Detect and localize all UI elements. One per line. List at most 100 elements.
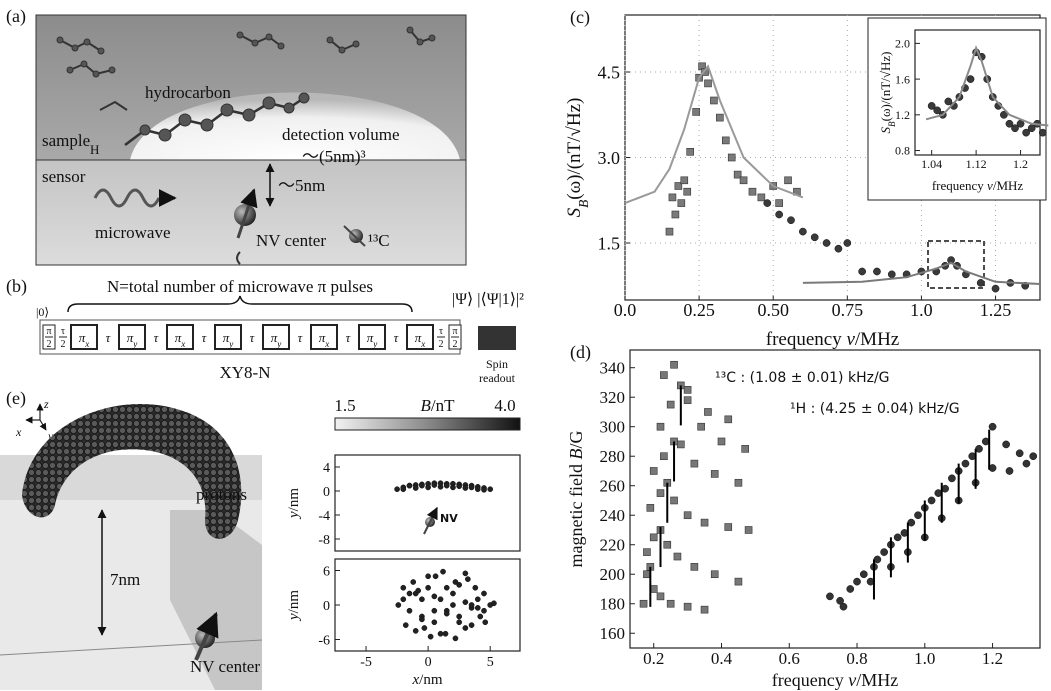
label-part: τ bbox=[394, 330, 400, 345]
pillar bbox=[170, 510, 262, 690]
pulse-label: τ bbox=[346, 330, 352, 345]
label-part: B bbox=[566, 449, 586, 460]
label-part: ν bbox=[846, 329, 855, 350]
data-point bbox=[716, 113, 724, 122]
pulse-label: πx bbox=[175, 330, 186, 349]
data-point bbox=[456, 483, 463, 490]
data-point bbox=[643, 548, 651, 556]
data-point bbox=[639, 599, 648, 608]
data-point bbox=[400, 584, 407, 591]
data-point bbox=[665, 227, 674, 236]
brace-text: N=total number of microwave π pulses bbox=[107, 277, 373, 296]
label-part: S bbox=[564, 207, 585, 217]
detection-dome bbox=[130, 92, 460, 160]
data-point bbox=[666, 400, 675, 409]
data-point bbox=[400, 596, 407, 603]
data-point bbox=[670, 496, 678, 505]
data-point bbox=[452, 579, 459, 585]
x-tick-label: 0.4 bbox=[711, 649, 733, 668]
data-point bbox=[880, 548, 888, 556]
readout-block bbox=[478, 326, 516, 350]
data-point bbox=[440, 568, 446, 575]
x-tick-label: 0.75 bbox=[832, 300, 864, 320]
label-part: /MHz bbox=[855, 329, 899, 350]
x-axis-label: x/nm bbox=[411, 672, 442, 688]
label-part: /MHz bbox=[993, 178, 1024, 193]
chart: 1.04 1.12 1.2 0.8 1.2 1.6 2.0 frequency ν/MHz SB… bbox=[867, 17, 1049, 201]
brace bbox=[67, 295, 413, 313]
pulse-num: π bbox=[46, 326, 51, 337]
y-tick-label: 340 bbox=[600, 359, 626, 378]
text: detection volume bbox=[282, 125, 400, 144]
data-point bbox=[452, 635, 459, 642]
data-point bbox=[425, 573, 431, 580]
text: H bbox=[90, 142, 99, 157]
annotation: NV bbox=[440, 512, 458, 525]
text: protons bbox=[196, 485, 247, 504]
data-point bbox=[482, 619, 489, 626]
data-point bbox=[784, 176, 792, 185]
panel-e: (e) z x y protons 7nm NV center bbox=[0, 388, 263, 690]
y-tick-label: 0 bbox=[323, 599, 330, 614]
pulse-den: 2 bbox=[439, 339, 444, 350]
y-tick-label: 300 bbox=[600, 418, 626, 437]
highlight-box bbox=[927, 240, 985, 289]
data-point bbox=[893, 533, 902, 542]
colorbar-label: B/nT bbox=[421, 396, 456, 415]
pulse bbox=[118, 324, 146, 350]
data-point bbox=[834, 244, 843, 253]
label-part: x bbox=[180, 339, 185, 349]
annotation: ¹H : (4.25 ± 0.04) kHz/G bbox=[790, 401, 960, 417]
data-point bbox=[933, 106, 942, 115]
pulse-label: πy bbox=[127, 330, 139, 349]
y-tick-label: 2.0 bbox=[895, 37, 910, 51]
pulse-den: 2 bbox=[47, 339, 52, 350]
panel-label: (c) bbox=[570, 7, 590, 28]
data-point bbox=[927, 496, 936, 505]
label-part: (ω)/(nT/√Hz) bbox=[878, 52, 893, 122]
pulse-label: τ bbox=[154, 330, 160, 345]
label-part: τ bbox=[202, 330, 208, 345]
data-point bbox=[717, 437, 726, 446]
x-tick-label: 0 bbox=[425, 655, 432, 670]
y-tick-label: 1.5 bbox=[598, 233, 621, 253]
data-point bbox=[491, 600, 497, 607]
readout-text: readout bbox=[479, 371, 516, 385]
data-point bbox=[419, 616, 425, 623]
data-point bbox=[710, 96, 718, 105]
y-tick-label: 280 bbox=[600, 447, 626, 466]
data-point bbox=[472, 584, 479, 591]
data-point bbox=[704, 408, 712, 416]
data-point bbox=[734, 478, 743, 487]
inset-background bbox=[867, 17, 1047, 201]
x-tick-label: 1.2 bbox=[982, 649, 1003, 668]
final-state: |Ψ⟩ |⟨Ψ|1⟩|² bbox=[452, 291, 524, 308]
label-part: x bbox=[324, 339, 329, 349]
data-point bbox=[468, 622, 475, 628]
y-tick-label: -6 bbox=[318, 633, 330, 648]
data-point bbox=[846, 585, 855, 593]
label-part: /G bbox=[566, 431, 586, 449]
data-point bbox=[465, 576, 471, 582]
label-part: π bbox=[367, 330, 374, 345]
data-point bbox=[412, 485, 419, 491]
data-point bbox=[680, 176, 689, 185]
pulse bbox=[70, 324, 98, 350]
label-part: π bbox=[415, 330, 422, 345]
y-axis-label: SB(ω)/(nT/√Hz) bbox=[878, 52, 897, 134]
pulse-num: τ bbox=[61, 326, 65, 337]
initial-state: |0⟩ bbox=[36, 305, 49, 319]
panel-b: (b) N=total number of microwave π pulses… bbox=[6, 276, 524, 385]
data-point bbox=[437, 483, 444, 490]
carbon-arrow bbox=[343, 225, 366, 247]
x-tick-label: 0.8 bbox=[846, 649, 867, 668]
data-point bbox=[734, 577, 743, 586]
data-point bbox=[1000, 110, 1008, 119]
data-point bbox=[744, 526, 753, 534]
data-point bbox=[660, 452, 668, 461]
data-point bbox=[677, 199, 686, 207]
pulse-label: τ bbox=[394, 330, 400, 345]
text: sensor bbox=[42, 167, 86, 186]
axis-label: y bbox=[47, 429, 54, 443]
